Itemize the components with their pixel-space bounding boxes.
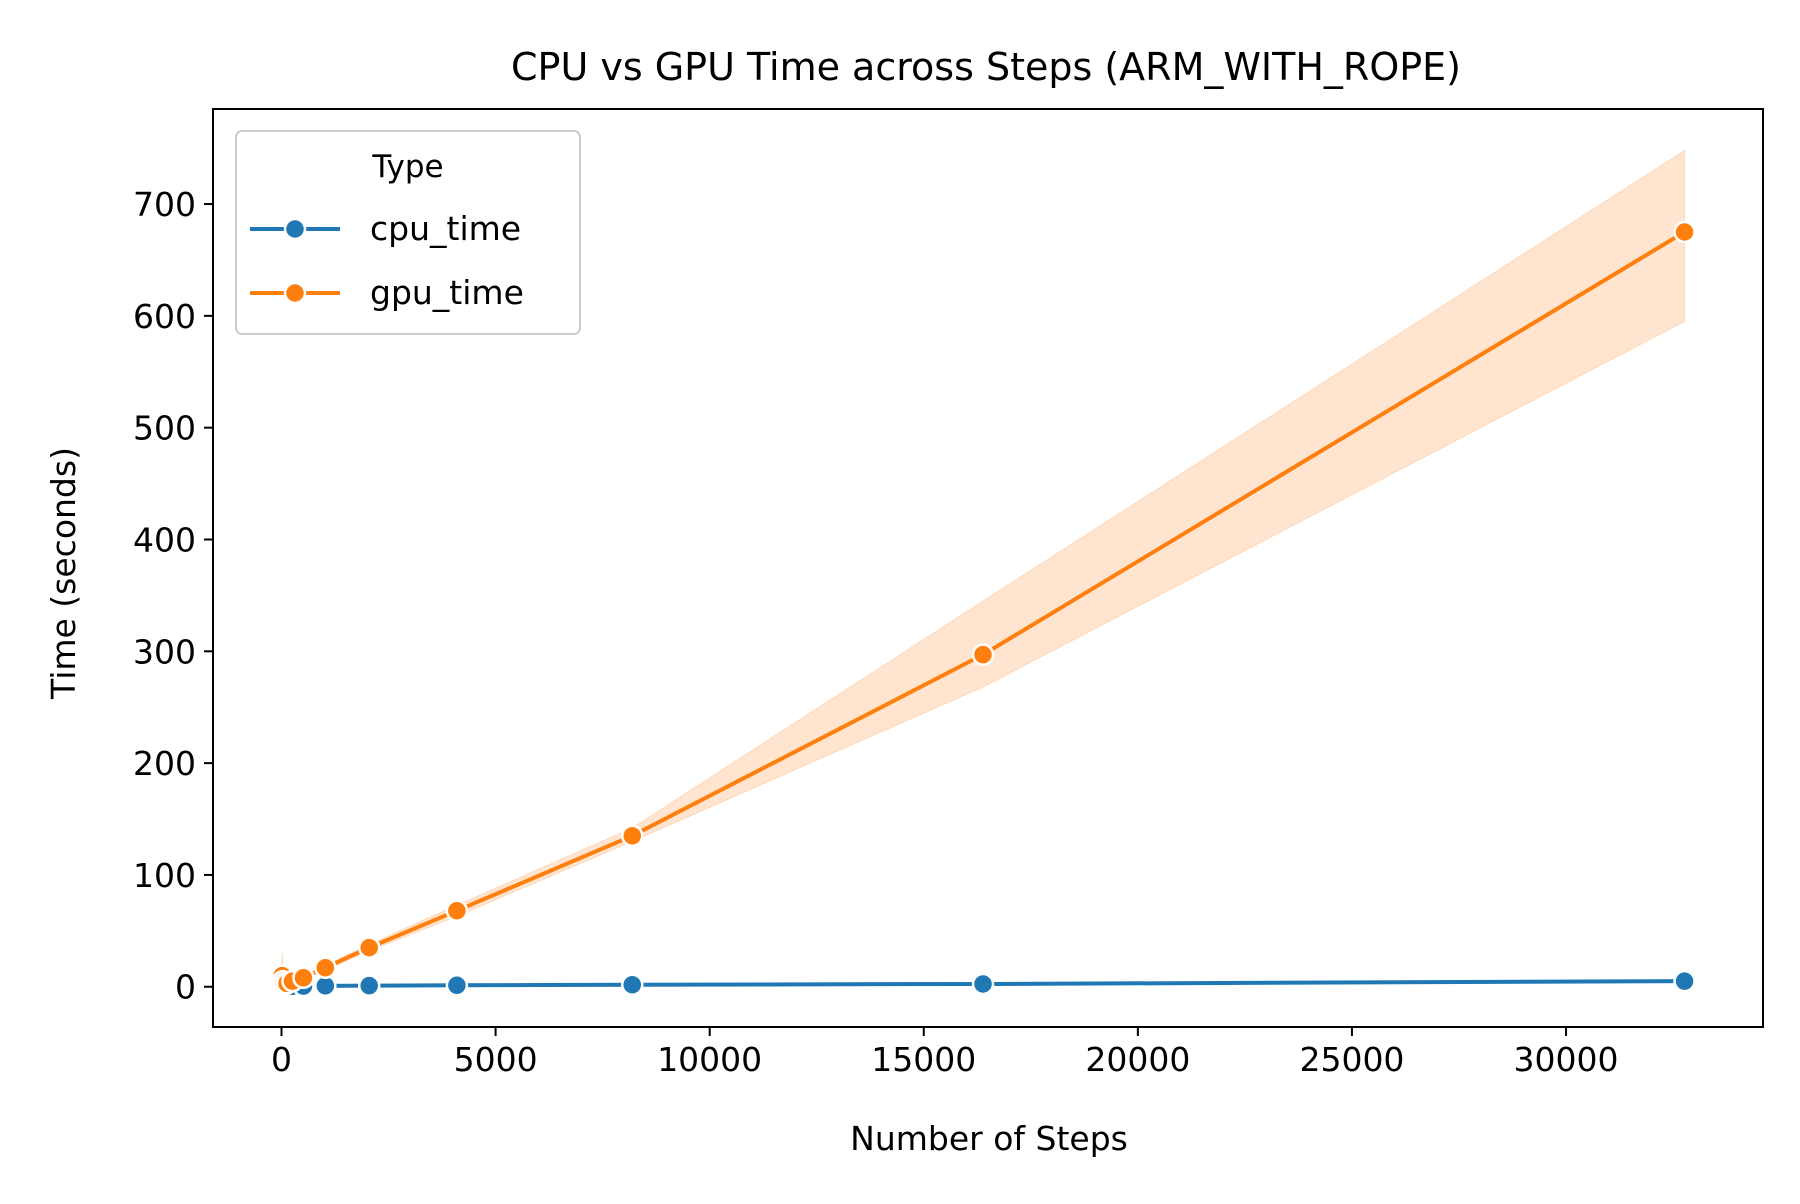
x-axis-label: Number of Steps (850, 1119, 1128, 1158)
axes-frame (212, 108, 1764, 1028)
axes: 0 5000 10000 15000 20000 25000 30000 0 100 200 300… (133, 108, 1764, 1079)
legend-label-gpu_time: gpu_time (370, 273, 524, 312)
legend-title: Type (371, 149, 443, 185)
legend-entries: cpu_time gpu_time (250, 209, 524, 312)
y-tick-label: 200 (133, 744, 196, 783)
x-tick-label: 25000 (1299, 1040, 1404, 1079)
y-axis-label: Time (seconds) (44, 447, 83, 700)
data-point-gpu_time (357, 936, 381, 959)
data-point-cpu_time (621, 973, 644, 996)
plot-area (270, 149, 1696, 998)
legend-marker-cpu_time (283, 217, 307, 241)
data-point-gpu_time (971, 643, 995, 666)
y-tick-label: 100 (133, 856, 196, 895)
legend-label-cpu_time: cpu_time (370, 209, 521, 248)
data-point-gpu_time (314, 956, 337, 979)
data-point-gpu_time (1673, 220, 1696, 244)
y-tick-label: 500 (133, 409, 196, 448)
y-tick-label: 700 (133, 185, 196, 224)
y-tick-label: 300 (133, 632, 196, 671)
x-tick-label: 10000 (657, 1040, 762, 1079)
x-tick-label: 20000 (1085, 1040, 1190, 1079)
legend-marker-gpu_time (283, 281, 307, 305)
y-tick-label: 400 (133, 520, 196, 559)
legend: Type cpu_time gpu_time (235, 130, 581, 335)
chart-title: CPU vs GPU Time across Steps (ARM_WITH_R… (511, 45, 1461, 89)
legend-frame (235, 130, 581, 335)
data-point-gpu_time (292, 966, 315, 990)
x-tick-label: 5000 (454, 1040, 538, 1079)
x-tick-label: 30000 (1514, 1040, 1619, 1079)
data-point-cpu_time (357, 974, 381, 997)
data-point-gpu_time (445, 899, 469, 922)
data-point-cpu_time (1673, 969, 1696, 993)
y-tick-label: 0 (175, 968, 196, 1007)
x-tick-label: 0 (271, 1040, 292, 1079)
data-point-cpu_time (971, 972, 995, 996)
y-tick-label: 600 (133, 297, 196, 336)
data-point-gpu_time (621, 824, 644, 848)
data-point-cpu_time (445, 974, 469, 997)
x-tick-label: 15000 (871, 1040, 976, 1079)
